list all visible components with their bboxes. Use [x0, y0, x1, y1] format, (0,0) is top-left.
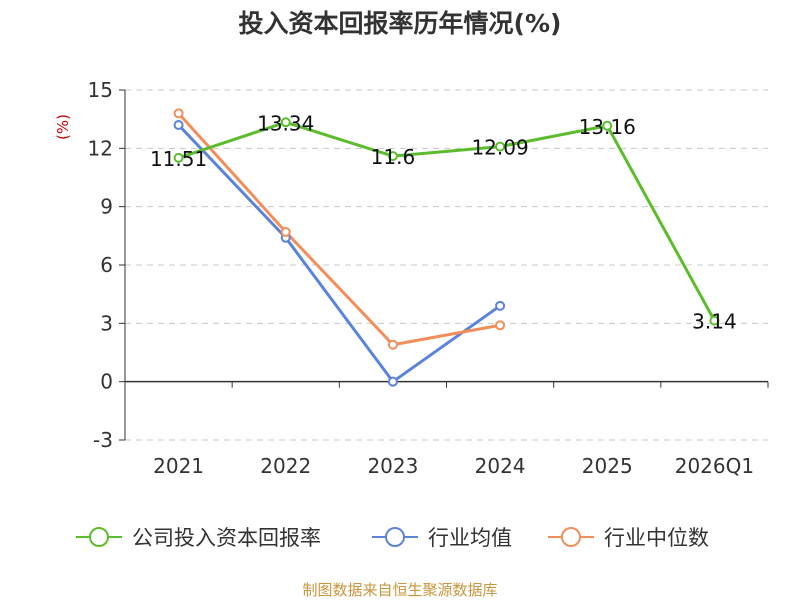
data-point	[173, 108, 184, 119]
data-point	[602, 120, 613, 131]
data-label: 11.6	[371, 145, 416, 169]
data-point	[173, 152, 184, 163]
y-tick-label: 0	[100, 370, 113, 394]
legend-label: 行业中位数	[604, 526, 709, 550]
y-tick-label: 12	[88, 136, 113, 160]
legend-label: 行业均值	[428, 526, 512, 550]
data-point	[387, 339, 398, 350]
x-tick-label: 2023	[367, 454, 418, 478]
legend-swatch-marker	[89, 527, 109, 547]
data-label: 12.09	[471, 136, 528, 160]
x-tick-label: 2022	[260, 454, 311, 478]
legend: 公司投入资本回报率 行业均值 行业中位数	[76, 526, 709, 550]
data-point	[280, 226, 291, 237]
legend-swatch-marker	[561, 527, 581, 547]
y-tick-label: -3	[93, 428, 113, 452]
data-point	[495, 300, 506, 311]
data-label: 11.51	[150, 147, 207, 171]
series-line	[177, 112, 501, 347]
data-label: 13.34	[257, 111, 314, 135]
y-axis-unit-label: (%)	[54, 114, 72, 140]
chart-title: 投入资本回报率历年情况(%)	[239, 9, 562, 38]
data-point	[173, 120, 184, 130]
data-label: 3.14	[692, 310, 737, 334]
y-tick-label: 15	[88, 78, 113, 102]
data-point	[387, 151, 398, 162]
y-tick-label: 3	[100, 311, 113, 335]
data-labels: 11.51 13.34 11.6 12.09 13.16 3.14	[150, 111, 737, 333]
y-tick-label: 9	[100, 195, 113, 219]
x-tick-label: 2026Q1	[675, 454, 754, 478]
series-lines	[177, 112, 716, 384]
x-tick-label: 2025	[582, 454, 633, 478]
source-note: 制图数据来自恒生聚源数据库	[302, 581, 497, 599]
legend-label: 公司投入资本回报率	[132, 526, 321, 550]
series-line	[178, 120, 716, 322]
data-point	[280, 117, 291, 128]
data-point	[709, 315, 720, 326]
data-point	[495, 141, 506, 152]
series-points	[173, 108, 720, 387]
legend-swatch-marker	[385, 527, 405, 547]
data-point	[495, 320, 506, 331]
axes: 15 12 9 6 3 0 -3 2021 2022 2023 2024 2025 2026Q1	[88, 78, 769, 478]
x-tick-label: 2024	[475, 454, 526, 478]
data-point	[387, 376, 398, 387]
grid-lines	[125, 89, 768, 441]
data-label: 13.16	[579, 115, 636, 139]
x-tick-label: 2021	[153, 454, 204, 478]
y-tick-label: 6	[100, 253, 113, 277]
series-line	[177, 123, 501, 384]
